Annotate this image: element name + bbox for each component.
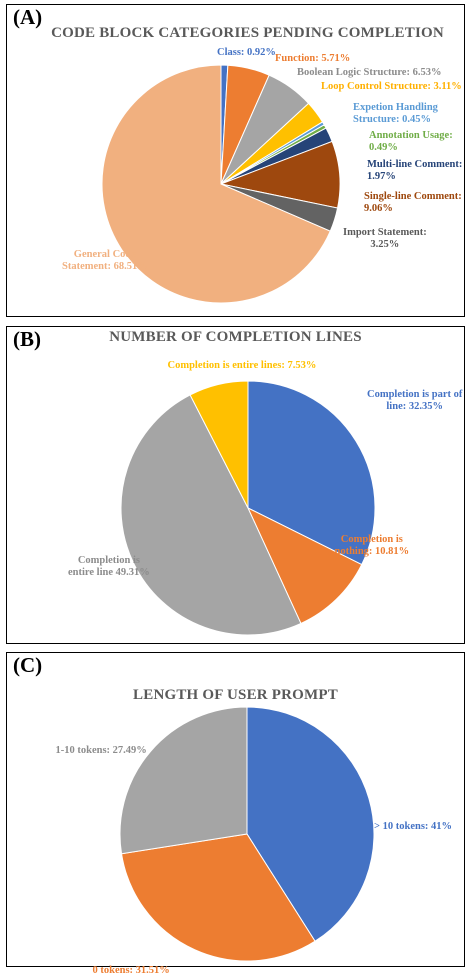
slice-label: Completion is entire line 49.31%	[68, 555, 150, 578]
slice-label: Expetion Handling Structure: 0.45%	[353, 102, 438, 125]
slice-label: General Code Statement: 68.51%	[62, 249, 148, 272]
slice-label: Boolean Logic Structure: 6.53%	[297, 67, 442, 78]
slice-label: Function: 5.71%	[275, 53, 351, 64]
slice-label: Completion is entire lines: 7.53%	[167, 360, 317, 371]
slice-label: Completion is part of line: 32.35%	[367, 389, 463, 412]
slice-label: 0 tokens: 31.51%	[92, 965, 170, 976]
slice-label: Loop Control Structure: 3.11%	[321, 81, 462, 92]
chart-title: LENGTH OF USER PROMPT	[133, 687, 338, 703]
slice-label: Annotation Usage: 0.49%	[369, 130, 453, 153]
slice-label: Class: 0.92%	[217, 47, 276, 58]
pie-slice	[246, 506, 363, 625]
pie-slice	[189, 380, 249, 509]
slice-label: Completion is nothing: 10.81%	[334, 534, 410, 557]
pie-slice	[120, 833, 316, 962]
pie-chart-c	[119, 706, 375, 962]
slice-label: Import Statement: 3.25%	[343, 227, 427, 250]
pie-slice	[246, 706, 375, 942]
pie-slice	[247, 380, 376, 566]
pie-slice	[119, 706, 248, 855]
pie-slice	[120, 394, 302, 636]
slice-label: Single-line Comment: 9.06%	[364, 191, 462, 214]
pie-chart-b	[120, 380, 376, 636]
panel-letter: (C)	[13, 653, 43, 677]
panel-letter: (B)	[13, 327, 41, 351]
panel-letter: (A)	[13, 5, 43, 29]
slice-label: > 10 tokens: 41%	[374, 821, 453, 832]
slice-label: Multi-line Comment: 1.97%	[367, 159, 463, 182]
panel-a: (A) CODE BLOCK CATEGORIES PENDING COMPLE…	[6, 4, 465, 317]
panel-b: (B) NUMBER OF COMPLETION LINES Completio…	[6, 326, 465, 644]
panel-c: (C) LENGTH OF USER PROMPT > 10 tokens: 4…	[6, 652, 465, 976]
chart-title: CODE BLOCK CATEGORIES PENDING COMPLETION	[51, 25, 444, 41]
slice-label: 1-10 tokens: 27.49%	[55, 745, 147, 756]
chart-title: NUMBER OF COMPLETION LINES	[109, 329, 362, 345]
pie-chart-a	[101, 64, 341, 304]
pie-slice	[101, 64, 331, 304]
